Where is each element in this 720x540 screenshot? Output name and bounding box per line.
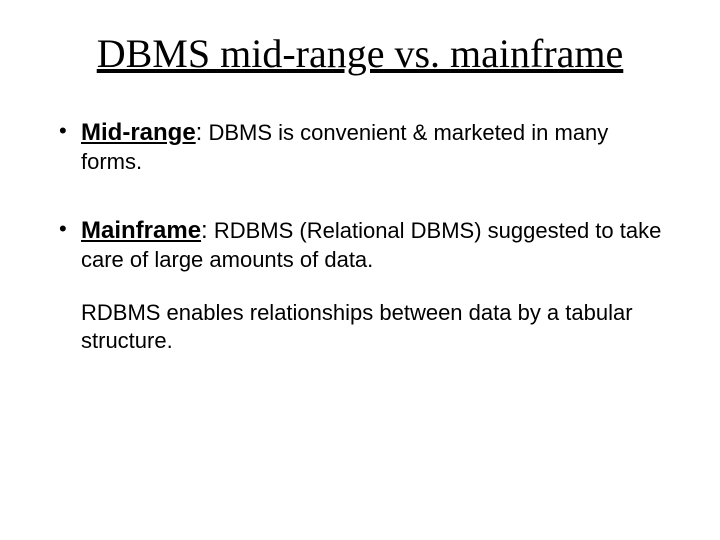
bullet-item: Mid-range: DBMS is convenient & marketed… bbox=[55, 117, 665, 177]
bullet-followup: RDBMS enables relationships between data… bbox=[81, 299, 665, 356]
bullet-term: Mainframe bbox=[81, 217, 201, 244]
slide-title: DBMS mid-range vs. mainframe bbox=[55, 30, 665, 77]
bullet-colon: : bbox=[201, 217, 208, 244]
slide-container: DBMS mid-range vs. mainframe Mid-range: … bbox=[0, 0, 720, 540]
bullet-term: Mid-range bbox=[81, 119, 196, 146]
bullet-item: Mainframe: RDBMS (Relational DBMS) sugge… bbox=[55, 215, 665, 356]
